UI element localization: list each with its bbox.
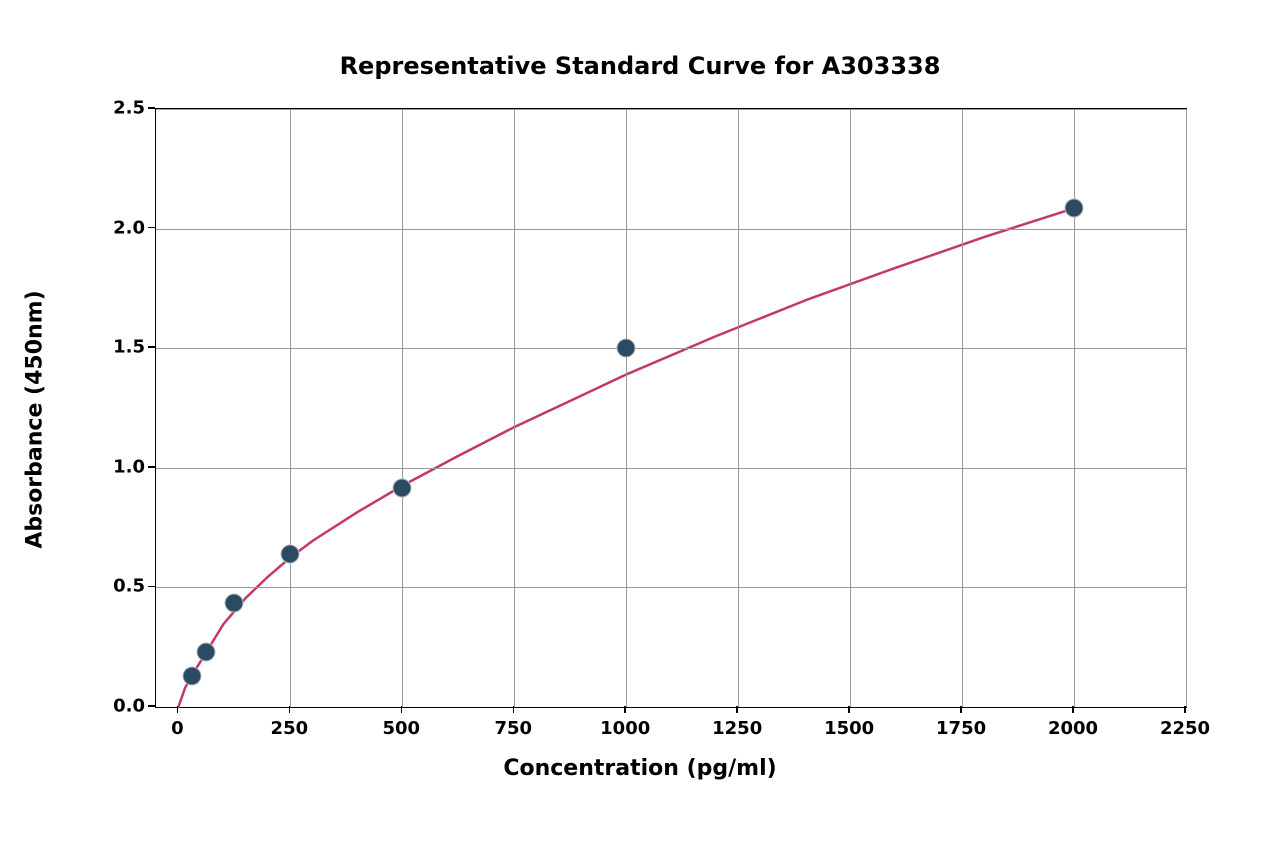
- x-tick-mark: [960, 706, 962, 713]
- grid-line-horizontal: [156, 229, 1186, 230]
- y-tick-mark: [148, 227, 155, 229]
- x-tick-label: 500: [383, 718, 421, 739]
- y-tick-mark: [148, 346, 155, 348]
- grid-line-vertical: [514, 109, 515, 707]
- x-tick-label: 1250: [712, 718, 762, 739]
- grid-line-vertical: [626, 109, 627, 707]
- grid-line-horizontal: [156, 348, 1186, 349]
- data-point: [197, 642, 216, 661]
- y-tick-mark: [148, 586, 155, 588]
- x-tick-label: 1750: [936, 718, 986, 739]
- x-tick-label: 0: [171, 718, 184, 739]
- x-tick-mark: [177, 706, 179, 713]
- data-point: [281, 544, 300, 563]
- y-tick-mark: [148, 466, 155, 468]
- y-tick-label: 1.0: [100, 456, 145, 477]
- grid-line-horizontal: [156, 468, 1186, 469]
- x-tick-mark: [401, 706, 403, 713]
- x-tick-mark: [848, 706, 850, 713]
- x-tick-label: 2250: [1160, 718, 1210, 739]
- curve-line: [156, 109, 1186, 707]
- x-tick-mark: [736, 706, 738, 713]
- x-tick-mark: [1184, 706, 1186, 713]
- chart-title: Representative Standard Curve for A30333…: [0, 52, 1280, 80]
- x-tick-mark: [624, 706, 626, 713]
- x-tick-label: 2000: [1048, 718, 1098, 739]
- grid-line-vertical: [290, 109, 291, 707]
- y-tick-mark: [148, 705, 155, 707]
- chart-container: Representative Standard Curve for A30333…: [0, 0, 1280, 845]
- y-tick-label: 0.0: [100, 696, 145, 717]
- x-tick-label: 1500: [824, 718, 874, 739]
- data-point: [1065, 199, 1084, 218]
- x-axis-label: Concentration (pg/ml): [0, 756, 1280, 781]
- y-tick-label: 1.5: [100, 337, 145, 358]
- plot-area: [155, 108, 1187, 708]
- x-tick-label: 1000: [600, 718, 650, 739]
- y-tick-label: 2.5: [100, 98, 145, 119]
- x-tick-mark: [289, 706, 291, 713]
- x-tick-mark: [1072, 706, 1074, 713]
- y-tick-label: 0.5: [100, 576, 145, 597]
- grid-line-vertical: [850, 109, 851, 707]
- data-point: [617, 339, 636, 358]
- x-tick-label: 250: [271, 718, 309, 739]
- x-tick-mark: [513, 706, 515, 713]
- y-tick-label: 2.0: [100, 217, 145, 238]
- data-point: [225, 593, 244, 612]
- grid-line-vertical: [738, 109, 739, 707]
- grid-line-horizontal: [156, 587, 1186, 588]
- y-tick-mark: [148, 107, 155, 109]
- grid-line-vertical: [1186, 109, 1187, 707]
- grid-line-horizontal: [156, 109, 1186, 110]
- grid-line-vertical: [962, 109, 963, 707]
- x-tick-label: 750: [494, 718, 532, 739]
- data-point: [393, 479, 412, 498]
- data-point: [183, 666, 202, 685]
- grid-line-vertical: [402, 109, 403, 707]
- y-axis-label: Absorbance (450nm): [23, 270, 48, 570]
